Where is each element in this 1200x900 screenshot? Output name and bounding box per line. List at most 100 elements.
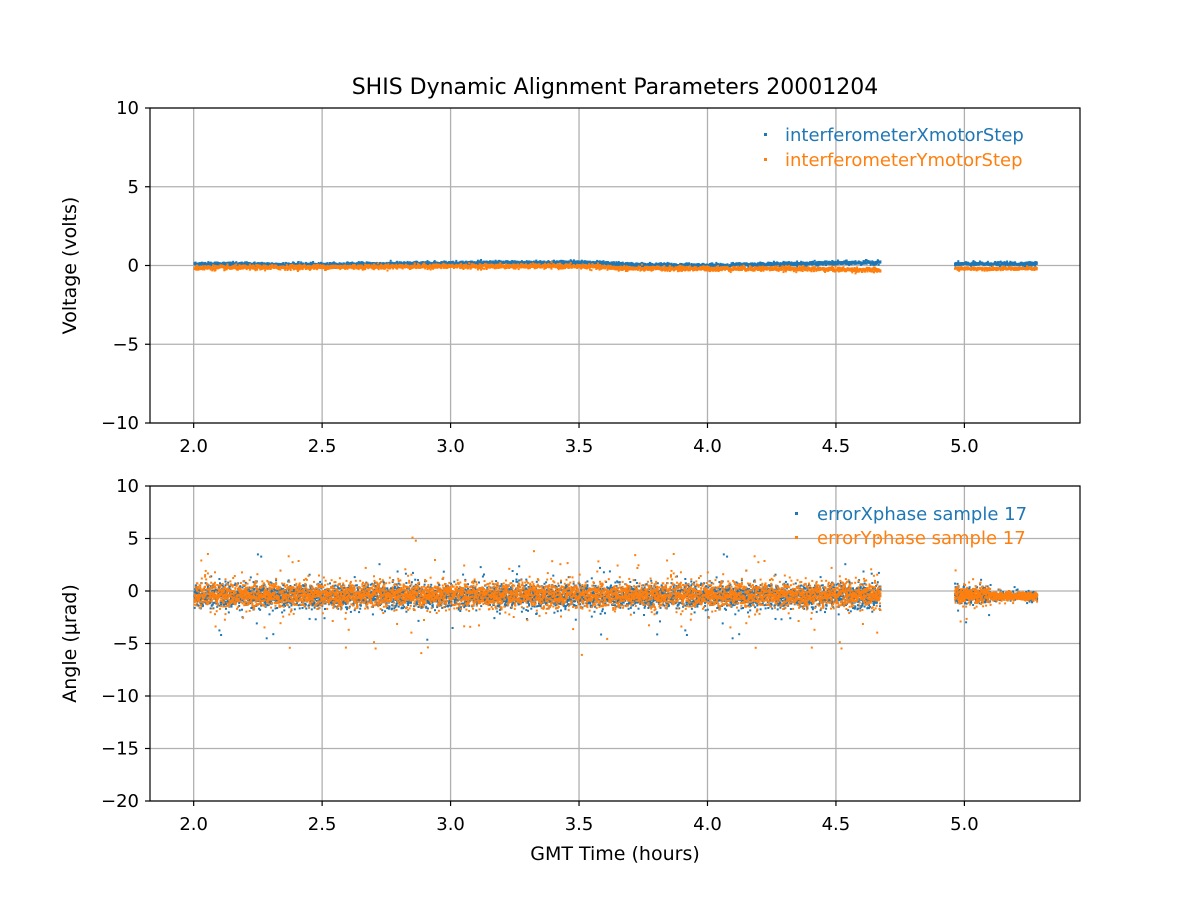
data-point	[471, 260, 474, 263]
data-point	[360, 262, 363, 265]
data-point	[633, 263, 636, 266]
data-point	[322, 262, 325, 265]
data-point	[538, 261, 541, 264]
data-point	[596, 262, 599, 265]
voltage-data-points	[193, 259, 1038, 275]
data-point	[228, 264, 231, 267]
data-point	[264, 269, 267, 272]
data-point	[580, 259, 583, 262]
data-point	[957, 260, 960, 263]
data-point	[570, 260, 573, 262]
data-point	[590, 269, 593, 272]
data-point	[448, 261, 451, 263]
data-point	[636, 268, 639, 271]
data-point	[444, 260, 447, 263]
data-point	[301, 268, 304, 271]
data-point	[326, 262, 329, 265]
data-point	[312, 261, 315, 263]
data-point	[197, 264, 200, 267]
data-point	[877, 263, 880, 266]
chart-title: SHIS Dynamic Alignment Parameters 200012…	[352, 75, 879, 100]
data-point	[591, 263, 594, 265]
data-point	[626, 261, 629, 264]
data-point	[612, 263, 615, 266]
data-point	[232, 260, 235, 263]
data-point	[219, 262, 222, 265]
data-point	[377, 268, 380, 271]
data-point	[253, 261, 256, 264]
data-point	[420, 261, 423, 264]
data-point	[569, 262, 572, 265]
data-point	[552, 259, 555, 262]
data-point	[413, 262, 416, 265]
data-point	[396, 260, 399, 263]
data-point	[616, 262, 619, 265]
data-point	[235, 261, 238, 264]
data-point	[617, 261, 620, 263]
data-point	[543, 260, 546, 263]
data-point	[309, 261, 312, 264]
data-point	[457, 261, 460, 264]
data-point	[589, 260, 592, 263]
data-point	[367, 261, 370, 264]
data-point	[476, 259, 479, 262]
data-point	[277, 262, 280, 265]
data-point	[562, 263, 565, 266]
data-point	[460, 262, 463, 265]
data-point	[535, 259, 538, 262]
data-point	[708, 263, 711, 265]
data-point	[320, 262, 323, 265]
data-point	[297, 261, 300, 263]
data-point	[428, 261, 431, 264]
data-point	[695, 263, 698, 266]
data-point	[358, 261, 361, 264]
data-point	[640, 263, 643, 266]
data-point	[572, 259, 575, 262]
data-point	[389, 259, 392, 262]
data-point	[517, 268, 520, 271]
data-point	[228, 261, 231, 264]
data-point	[586, 262, 589, 265]
data-point	[640, 261, 643, 264]
data-point	[550, 261, 553, 264]
data-point	[520, 260, 523, 263]
data-point	[568, 260, 571, 263]
data-point	[654, 263, 657, 266]
data-point	[214, 269, 217, 272]
data-point	[244, 261, 247, 264]
data-point	[416, 260, 419, 263]
data-point	[291, 262, 294, 265]
data-point	[245, 261, 248, 264]
data-point	[408, 261, 411, 264]
data-point	[688, 262, 691, 265]
data-point	[660, 262, 663, 265]
data-point	[455, 259, 458, 262]
data-point	[1035, 262, 1038, 265]
data-point	[285, 263, 288, 266]
data-point	[433, 260, 436, 263]
data-point	[596, 259, 599, 262]
data-point	[350, 262, 353, 265]
data-point	[452, 260, 455, 263]
data-point	[235, 263, 238, 266]
data-point	[498, 259, 501, 262]
data-point	[282, 262, 285, 265]
data-point	[619, 264, 622, 267]
data-point	[602, 260, 605, 263]
data-point	[289, 269, 292, 271]
data-point	[204, 261, 207, 264]
data-point	[539, 260, 542, 263]
data-point	[480, 259, 483, 261]
data-point	[879, 260, 882, 263]
data-point	[525, 260, 528, 263]
data-point	[564, 262, 567, 265]
data-point	[813, 259, 816, 262]
data-point	[429, 261, 432, 264]
data-point	[615, 261, 618, 264]
data-point	[406, 260, 409, 263]
data-point	[386, 269, 389, 272]
data-point	[729, 271, 732, 274]
data-point	[468, 262, 471, 265]
